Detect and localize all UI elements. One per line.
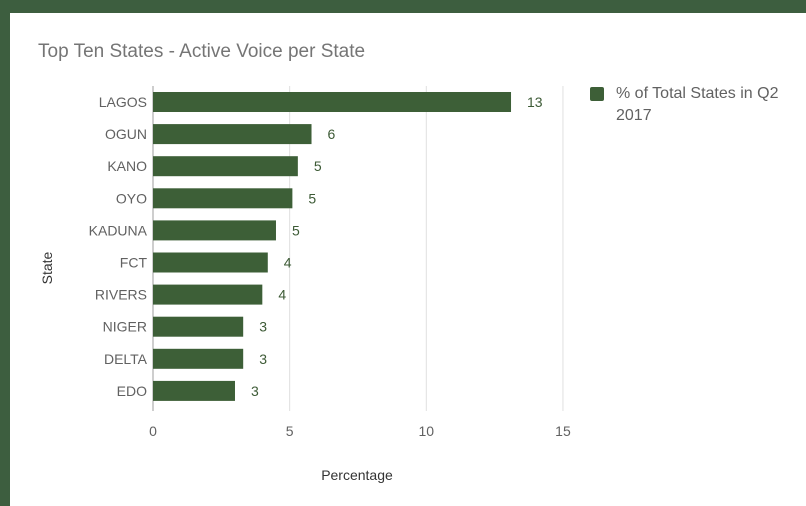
bar-chart: LAGOS OGUN KANO OYO KADUNA FCT RIVERS NIGER DELT… [39, 86, 571, 483]
chart-card: Top Ten States - Active Voice per State … [10, 13, 806, 506]
data-label: 5 [314, 158, 322, 174]
category-label: EDO [117, 383, 147, 399]
x-tick-label: 0 [149, 423, 157, 439]
bar[interactable] [153, 316, 244, 337]
legend: % of Total States in Q2 2017 [590, 83, 796, 127]
legend-swatch [590, 87, 604, 101]
data-label: 3 [259, 319, 267, 335]
data-label: 13 [527, 94, 543, 110]
bar[interactable] [153, 92, 512, 112]
data-label: 3 [259, 351, 267, 367]
data-label: 6 [328, 126, 336, 142]
bar[interactable] [153, 380, 235, 401]
category-labels: LAGOS OGUN KANO OYO KADUNA FCT RIVERS NIGER DELT… [89, 94, 148, 399]
data-label: 4 [284, 255, 292, 271]
x-tick-label: 10 [419, 423, 435, 439]
data-label: 4 [278, 287, 286, 303]
bar[interactable] [153, 156, 298, 177]
data-label: 5 [308, 190, 316, 206]
category-label: KADUNA [89, 222, 148, 238]
data-label: 3 [251, 383, 259, 399]
x-tick-label: 15 [555, 423, 571, 439]
y-axis-title: State [39, 251, 55, 284]
bar[interactable] [153, 348, 244, 369]
legend-label: % of Total States in Q2 2017 [616, 85, 779, 124]
category-label: FCT [120, 255, 148, 271]
chart-title: Top Ten States - Active Voice per State [38, 41, 366, 62]
category-label: DELTA [104, 351, 148, 367]
category-label: OYO [116, 190, 147, 206]
category-label: KANO [107, 158, 147, 174]
category-label: NIGER [103, 319, 147, 335]
bar[interactable] [153, 188, 293, 209]
data-label: 5 [292, 222, 300, 238]
category-label: OGUN [105, 126, 147, 142]
bar[interactable] [153, 124, 312, 145]
bar[interactable] [153, 252, 268, 273]
category-label: RIVERS [95, 287, 147, 303]
x-tick-labels: 0 5 10 15 [149, 423, 571, 439]
category-label: LAGOS [99, 94, 147, 110]
x-axis-title: Percentage [321, 467, 393, 483]
bar[interactable] [153, 284, 263, 305]
bars [153, 92, 512, 401]
x-tick-label: 5 [286, 423, 294, 439]
bar[interactable] [153, 220, 276, 241]
